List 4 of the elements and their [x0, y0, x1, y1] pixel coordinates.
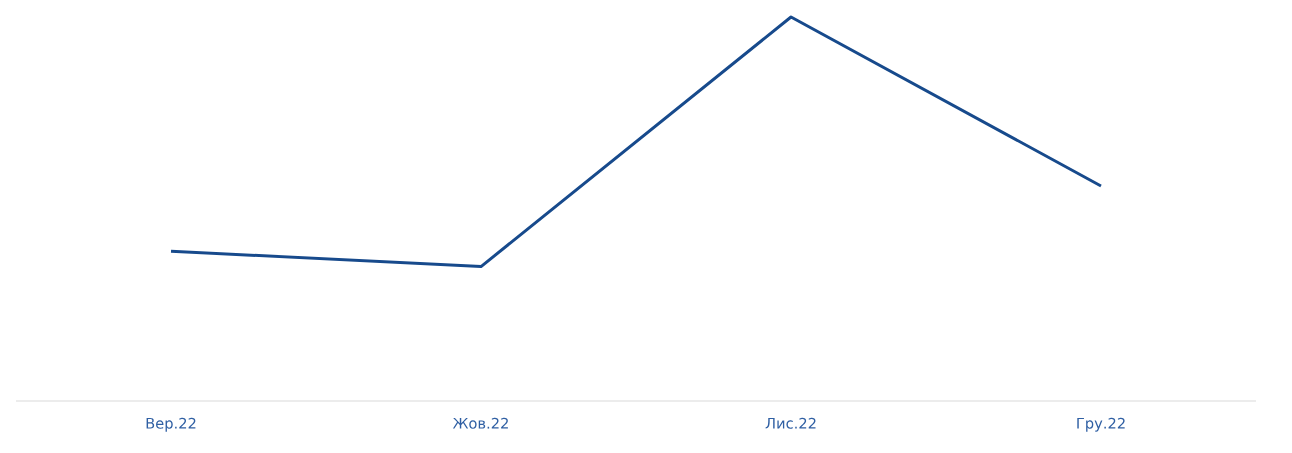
x-tick-label: Жов.22: [452, 417, 508, 429]
x-tick-label: Лис.22: [765, 417, 816, 429]
x-tick-label: Вер.22: [146, 417, 196, 432]
x-tick-label: Гру.22: [1077, 417, 1125, 432]
